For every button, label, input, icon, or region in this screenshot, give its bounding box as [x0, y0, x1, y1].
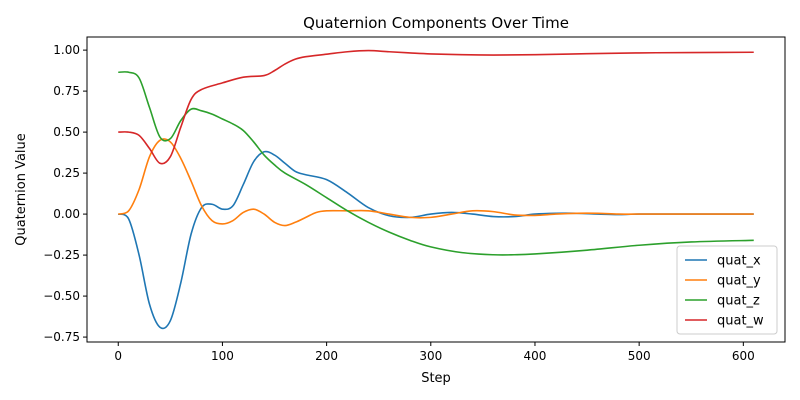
- y-tick-label: −0.25: [43, 248, 80, 262]
- legend-label: quat_y: [717, 274, 761, 289]
- x-axis-ticks: 0 100 200 300 400 500 600: [114, 342, 755, 363]
- y-tick-label: 0.25: [53, 166, 80, 180]
- x-tick-label: 300: [419, 349, 442, 363]
- series-line-quat-z: [118, 71, 754, 256]
- legend-box: [676, 245, 778, 335]
- plot-frame: [86, 36, 786, 343]
- y-tick-label: 1.00: [53, 43, 80, 57]
- legend: quat_x quat_y quat_z quat_w: [676, 245, 778, 335]
- y-axis-ticks: −0.75 −0.50 −0.25 0.00 0.25 0.50 0.75 1.00: [43, 43, 87, 344]
- y-tick-label: 0.75: [53, 84, 80, 98]
- x-tick-label: 200: [315, 349, 338, 363]
- series-line-quat-w: [118, 49, 754, 165]
- plot-lines: [117, 49, 754, 330]
- y-tick-label: 0.50: [53, 125, 80, 139]
- y-tick-label: −0.50: [43, 289, 80, 303]
- x-tick-label: 100: [211, 349, 234, 363]
- series-line-quat-x: [117, 150, 754, 330]
- legend-label: quat_x: [717, 254, 761, 269]
- y-tick-label: −0.75: [43, 330, 80, 344]
- x-axis-label: Step: [421, 371, 451, 386]
- y-tick-label: 0.00: [53, 207, 80, 221]
- chart-title: Quaternion Components Over Time: [303, 14, 569, 32]
- series-line-quat-y: [118, 138, 754, 227]
- y-axis-label: Quaternion Value: [14, 133, 29, 246]
- x-tick-label: 400: [524, 349, 547, 363]
- legend-label: quat_w: [717, 314, 764, 329]
- x-tick-label: 500: [628, 349, 651, 363]
- x-tick-label: 0: [114, 349, 122, 363]
- x-tick-label: 600: [732, 349, 755, 363]
- legend-label: quat_z: [717, 294, 760, 309]
